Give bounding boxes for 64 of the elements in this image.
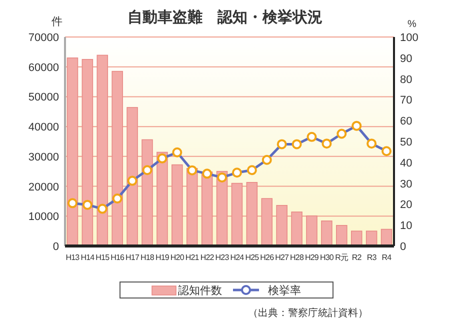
x-tick-label: H16: [110, 253, 126, 262]
y-tick-label: 60000: [28, 62, 59, 74]
bar: [261, 198, 273, 246]
x-tick-label: H17: [126, 253, 140, 262]
y2-tick-label: 40: [400, 157, 412, 170]
bar: [291, 212, 302, 246]
y2-tick-label: 90: [400, 52, 412, 65]
bar: [156, 152, 168, 246]
y-tick-label: 40000: [28, 122, 59, 134]
x-tick-label: R元: [335, 253, 349, 262]
x-tick-label: H18: [140, 253, 155, 262]
y2-axis-title: %: [408, 19, 417, 30]
y2-tick-label: 10: [400, 220, 412, 232]
y2-tick-label: 60: [400, 116, 412, 128]
y-axis-title: 件: [52, 16, 62, 28]
y2-tick-label: 20: [400, 199, 412, 212]
x-tick-label: H15: [96, 253, 110, 262]
x-tick-label: H25: [245, 253, 260, 262]
text: （出典：警察庁統計資料）: [248, 307, 368, 319]
y2-tick-label: 0: [400, 241, 406, 253]
x-tick-label: H21: [185, 253, 200, 262]
bar: [112, 70, 123, 246]
y2-tick-label: 70: [400, 94, 412, 107]
x-tick-label: H29: [305, 253, 320, 262]
bar: [216, 170, 228, 246]
x-tick-label: H24: [230, 253, 245, 262]
y-tick-label: 0: [52, 241, 59, 253]
bar: [142, 139, 153, 246]
legend-label: 認知件数: [178, 284, 222, 297]
bar: [126, 107, 138, 246]
y-tick-label: 20000: [28, 181, 59, 194]
y-tick-label: 70000: [28, 32, 59, 44]
bar: [82, 58, 94, 246]
x-tick-label: H27: [275, 253, 290, 262]
y-tick-label: 50000: [28, 92, 59, 104]
x-tick-label: H30: [320, 253, 334, 262]
x-tick-label: R2: [352, 253, 362, 262]
x-tick-label: H23: [215, 253, 230, 262]
x-tick-label: R3: [366, 253, 378, 262]
x-tick-label: H19: [155, 253, 170, 262]
bar: [96, 54, 108, 246]
x-tick-label: H28: [290, 253, 304, 262]
legend-label: 検挙率: [268, 284, 301, 297]
bar: [66, 58, 78, 246]
y2-tick-label: 30: [400, 178, 412, 190]
bar: [231, 182, 243, 246]
x-tick-label: R4: [382, 253, 392, 262]
x-tick-label: H20: [170, 253, 185, 262]
y-tick-label: 30000: [28, 151, 59, 164]
bar: [306, 215, 318, 246]
x-tick-label: H22: [200, 253, 215, 262]
x-tick-label: H26: [260, 253, 275, 262]
y2-tick-label: 100: [400, 32, 418, 44]
bar: [336, 225, 348, 246]
bar: [321, 220, 332, 246]
y-tick-label: 10000: [28, 211, 59, 224]
chart-title: 自動車盗難 認知・検挙状況: [128, 8, 322, 26]
bar: [276, 204, 288, 246]
y2-tick-label: 80: [400, 74, 412, 86]
bar: [172, 164, 183, 246]
x-tick-label: H13: [66, 253, 80, 262]
x-tick-label: H14: [80, 253, 96, 262]
y2-tick-label: 50: [400, 136, 412, 148]
bar: [246, 182, 258, 246]
